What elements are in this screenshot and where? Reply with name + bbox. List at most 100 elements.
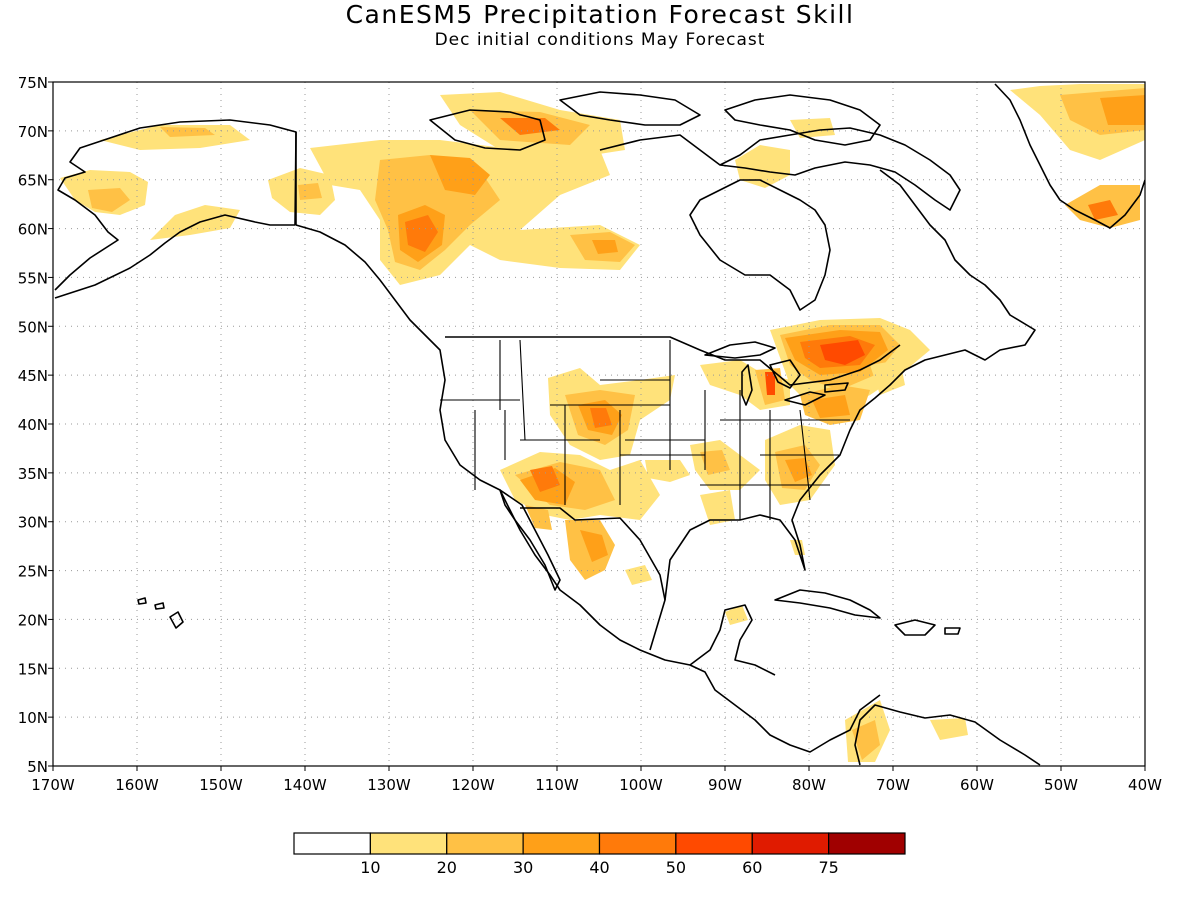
colorbar-swatch bbox=[828, 832, 906, 855]
lat-tick-label: 20N bbox=[18, 611, 48, 629]
colorbar-swatch bbox=[369, 832, 448, 855]
colorbar-swatch bbox=[522, 832, 601, 855]
coastline-victoria bbox=[429, 109, 546, 151]
lat-tick-label: 40N bbox=[18, 416, 48, 434]
coastline-lake-huron bbox=[769, 359, 801, 389]
skill-region-greenland-south-core bbox=[1088, 200, 1118, 220]
skill-region-pennsylvania-core bbox=[812, 395, 850, 418]
lon-tick-label: 150W bbox=[199, 776, 243, 794]
skill-region-baja bbox=[525, 505, 552, 530]
lon-tick-label: 130W bbox=[367, 776, 411, 794]
skill-region-alaska-north-core bbox=[160, 127, 215, 137]
skill-region-nwt-core bbox=[405, 215, 438, 252]
coastline-ellesmere bbox=[559, 91, 701, 126]
skill-region-michigan-core bbox=[765, 372, 775, 395]
coastline-lake-superior bbox=[704, 341, 776, 359]
lat-tick-label: 5N bbox=[27, 758, 48, 776]
coastline-yucatan bbox=[689, 604, 776, 676]
lat-tick-label: 10N bbox=[18, 709, 48, 727]
coastline-greenland bbox=[994, 83, 1145, 229]
lon-tick-label: 110W bbox=[535, 776, 579, 794]
skill-region-new-england bbox=[870, 360, 905, 395]
colorbar-label: 40 bbox=[589, 858, 609, 877]
skill-region-louisiana bbox=[700, 490, 735, 525]
lon-tick-label: 50W bbox=[1044, 776, 1078, 794]
lon-tick-label: 120W bbox=[451, 776, 495, 794]
coastline-puerto-rico bbox=[944, 627, 961, 635]
skill-region-colombia-core bbox=[852, 720, 880, 760]
graticule bbox=[53, 82, 1145, 766]
colorbar: 10 20 30 40 50 60 75 bbox=[293, 832, 906, 877]
map-subtitle: Dec initial conditions May Forecast bbox=[434, 30, 766, 50]
coastline-hudson-bay bbox=[689, 179, 831, 311]
border-us-mexico bbox=[520, 507, 666, 601]
skill-region-sierra-madre-core bbox=[580, 530, 608, 562]
skill-region-hudson-west-core bbox=[592, 240, 618, 254]
colorbar-swatch bbox=[675, 832, 753, 855]
skill-region-greenland-north-core bbox=[1100, 95, 1145, 125]
coastline-hawaii bbox=[169, 611, 184, 629]
lat-tick-label: 75N bbox=[18, 74, 48, 92]
lat-tick-label: 55N bbox=[18, 269, 48, 287]
lat-tick-label: 65N bbox=[18, 172, 48, 190]
lon-tick-label: 160W bbox=[115, 776, 159, 794]
lat-tick-label: 30N bbox=[18, 514, 48, 532]
coastline-hawaii-3 bbox=[154, 602, 165, 610]
coastline-lake-ontario bbox=[824, 382, 849, 393]
lon-tick-label: 170W bbox=[31, 776, 75, 794]
colorbar-label: 50 bbox=[666, 858, 686, 877]
lon-tick-label: 60W bbox=[960, 776, 994, 794]
coastline-baffin bbox=[724, 94, 881, 146]
colorbar-label: 20 bbox=[437, 858, 457, 877]
skill-region-alaska-south bbox=[150, 205, 240, 240]
lat-tick-label: 35N bbox=[18, 465, 48, 483]
colorbar-label: 60 bbox=[742, 858, 762, 877]
coastline-arctic-islands bbox=[599, 127, 961, 211]
map-title: CanESM5 Precipitation Forecast Skill bbox=[345, 0, 855, 29]
skill-region-yucatan bbox=[725, 605, 748, 625]
skill-shading bbox=[60, 84, 1145, 762]
skill-region-alaska-core bbox=[88, 188, 130, 212]
lat-tick-label: 60N bbox=[18, 221, 48, 239]
coastline-lake-erie bbox=[784, 391, 826, 406]
colorbar-swatch bbox=[446, 832, 524, 855]
coastline-baja bbox=[499, 489, 561, 591]
skill-region-texas bbox=[645, 460, 690, 482]
coastline-cuba bbox=[774, 589, 881, 619]
colorbar-label: 30 bbox=[513, 858, 533, 877]
lat-tick-label: 25N bbox=[18, 563, 48, 581]
lon-tick-label: 80W bbox=[792, 776, 826, 794]
coastlines bbox=[54, 83, 1145, 766]
skill-region-nwt-north bbox=[430, 155, 490, 195]
skill-region-baffin bbox=[735, 145, 790, 188]
lon-tick-label: 100W bbox=[619, 776, 663, 794]
axis-tick-labels: 170W 160W 150W 140W 130W 120W 110W 100W 90W 80W 70… bbox=[18, 74, 1162, 794]
skill-region-arkansas-core bbox=[700, 450, 730, 475]
lon-tick-label: 40W bbox=[1128, 776, 1162, 794]
colorbar-swatch bbox=[598, 832, 677, 855]
lat-tick-label: 45N bbox=[18, 367, 48, 385]
colorbar-swatch bbox=[293, 832, 371, 855]
skill-region-carolinas-core bbox=[785, 458, 812, 482]
coastline-west bbox=[295, 224, 881, 753]
colorbar-label: 75 bbox=[818, 858, 838, 877]
lat-tick-label: 50N bbox=[18, 318, 48, 336]
colorbar-label: 10 bbox=[360, 858, 380, 877]
skill-region-baffin-north bbox=[790, 118, 835, 138]
skill-region-colorado-peak bbox=[590, 408, 612, 428]
skill-region-yukon-core bbox=[298, 183, 322, 200]
state-lines bbox=[440, 339, 850, 520]
lon-tick-label: 70W bbox=[876, 776, 910, 794]
coastline-gulf bbox=[649, 169, 1036, 651]
lon-tick-label: 90W bbox=[708, 776, 742, 794]
coastline-alaska bbox=[54, 119, 297, 299]
border-us-canada bbox=[445, 336, 901, 386]
coastline-hispaniola bbox=[894, 619, 936, 636]
skill-region-venezuela bbox=[930, 718, 968, 740]
coastline-hawaii-2 bbox=[137, 597, 147, 605]
skill-region-gulf-mexico bbox=[625, 565, 652, 585]
coastline-south-america bbox=[854, 704, 1041, 766]
lat-tick-label: 15N bbox=[18, 660, 48, 678]
coastline-lake-michigan bbox=[741, 364, 753, 406]
